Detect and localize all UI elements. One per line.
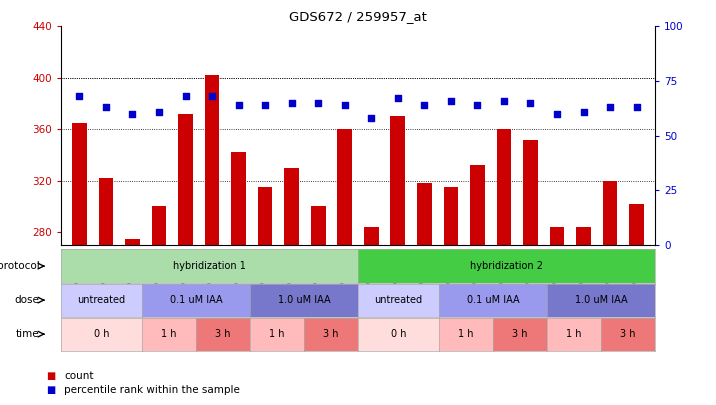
Bar bbox=[337, 129, 352, 405]
Text: protocol: protocol bbox=[0, 261, 39, 271]
Bar bbox=[178, 114, 193, 405]
Bar bbox=[205, 75, 219, 405]
Text: ■: ■ bbox=[47, 371, 56, 381]
Bar bbox=[576, 227, 591, 405]
Text: 3 h: 3 h bbox=[216, 329, 231, 339]
Bar bbox=[258, 187, 273, 405]
Point bbox=[233, 102, 244, 108]
Text: 0 h: 0 h bbox=[391, 329, 406, 339]
Bar bbox=[470, 165, 485, 405]
Point bbox=[180, 93, 191, 100]
Text: percentile rank within the sample: percentile rank within the sample bbox=[64, 385, 241, 394]
Point bbox=[100, 104, 112, 111]
Point bbox=[498, 98, 510, 104]
Bar bbox=[152, 207, 166, 405]
Point bbox=[259, 102, 271, 108]
Point bbox=[206, 93, 218, 100]
Text: 1.0 uM IAA: 1.0 uM IAA bbox=[575, 295, 627, 305]
Bar bbox=[417, 183, 432, 405]
Bar bbox=[99, 178, 113, 405]
Bar bbox=[231, 152, 246, 405]
Bar bbox=[311, 207, 326, 405]
Point bbox=[419, 102, 430, 108]
Text: ■: ■ bbox=[47, 385, 56, 394]
Text: untreated: untreated bbox=[77, 295, 125, 305]
Text: hybridization 2: hybridization 2 bbox=[470, 261, 543, 271]
Point bbox=[312, 100, 324, 106]
Point bbox=[551, 111, 563, 117]
Bar bbox=[603, 181, 617, 405]
Bar bbox=[443, 187, 458, 405]
Point bbox=[366, 115, 377, 122]
Text: dose: dose bbox=[14, 295, 39, 305]
Bar bbox=[550, 227, 564, 405]
Text: hybridization 1: hybridization 1 bbox=[173, 261, 246, 271]
Text: 1.0 uM IAA: 1.0 uM IAA bbox=[278, 295, 330, 305]
Bar bbox=[390, 116, 405, 405]
Point bbox=[472, 102, 483, 108]
Text: 1 h: 1 h bbox=[566, 329, 582, 339]
Bar bbox=[629, 204, 644, 405]
Text: 3 h: 3 h bbox=[513, 329, 528, 339]
Text: 0.1 uM IAA: 0.1 uM IAA bbox=[170, 295, 222, 305]
Bar bbox=[497, 129, 511, 405]
Text: 0.1 uM IAA: 0.1 uM IAA bbox=[467, 295, 519, 305]
Bar bbox=[523, 140, 538, 405]
Point bbox=[74, 93, 85, 100]
Bar bbox=[72, 123, 87, 405]
Text: time: time bbox=[16, 329, 39, 339]
Bar bbox=[364, 227, 379, 405]
Text: 1 h: 1 h bbox=[161, 329, 177, 339]
Point bbox=[604, 104, 616, 111]
Point bbox=[127, 111, 138, 117]
Point bbox=[631, 104, 642, 111]
Bar bbox=[125, 239, 140, 405]
Text: 3 h: 3 h bbox=[620, 329, 636, 339]
Point bbox=[153, 109, 165, 115]
Point bbox=[339, 102, 350, 108]
Text: 1 h: 1 h bbox=[269, 329, 285, 339]
Text: 0 h: 0 h bbox=[94, 329, 109, 339]
Bar bbox=[284, 168, 299, 405]
Text: 3 h: 3 h bbox=[323, 329, 339, 339]
Point bbox=[578, 109, 589, 115]
Point bbox=[525, 100, 536, 106]
Text: 1 h: 1 h bbox=[458, 329, 474, 339]
Text: untreated: untreated bbox=[374, 295, 422, 305]
Text: GDS672 / 259957_at: GDS672 / 259957_at bbox=[289, 10, 427, 23]
Point bbox=[445, 98, 457, 104]
Point bbox=[286, 100, 297, 106]
Point bbox=[392, 95, 404, 102]
Text: count: count bbox=[64, 371, 94, 381]
